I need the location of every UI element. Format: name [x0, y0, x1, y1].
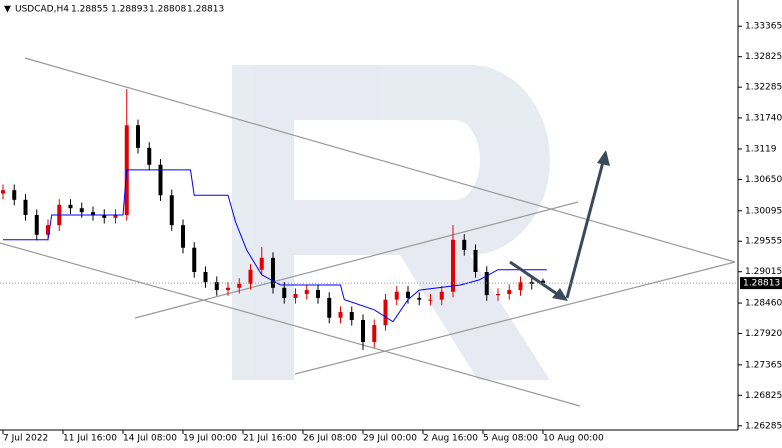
candle-body: [23, 199, 28, 215]
x-tick-label: 2 Aug 16:00: [423, 434, 478, 444]
candle-body: [327, 297, 332, 318]
candle-body: [282, 287, 287, 298]
symbol: USDCAD,H4: [15, 5, 69, 15]
candle-body: [34, 215, 39, 235]
y-tick-label: 1.30650: [745, 175, 782, 185]
candle-body: [136, 125, 140, 148]
ohlc-value: 1.28893: [111, 5, 148, 15]
x-tick-label: 10 Aug 00:00: [543, 434, 604, 444]
x-tick-label: 11 Jul 16:00: [63, 434, 117, 444]
candle-body: [496, 294, 500, 296]
y-tick-label: 1.33365: [745, 22, 782, 32]
candle-body: [169, 195, 174, 226]
y-tick-label: 1.32825: [745, 52, 782, 62]
candle-body: [394, 291, 399, 300]
x-tick-label: 14 Jul 08:00: [123, 434, 177, 444]
candle-body: [68, 204, 73, 209]
candle-body: [383, 299, 388, 326]
candle-body: [271, 257, 275, 288]
candle-body: [12, 190, 17, 200]
candle-body: [406, 291, 410, 298]
candle-body: [417, 297, 422, 300]
candle-body: [192, 247, 197, 272]
y-tick-label: 1.29555: [745, 237, 782, 247]
candle-body: [0, 190, 5, 194]
candle-body: [46, 225, 50, 235]
candle-body: [203, 271, 208, 283]
candle-body: [113, 215, 118, 218]
candle-body: [181, 225, 185, 248]
ohlc-value: 1.28855: [71, 5, 108, 15]
y-tick-label: 1.3119: [745, 144, 777, 154]
last-price-label: 1.28813: [743, 279, 780, 289]
y-tick-label: 1.30095: [745, 206, 782, 216]
y-tick-label: 1.27920: [745, 329, 782, 339]
y-tick-label: 1.32285: [745, 83, 782, 93]
candle-body: [226, 287, 230, 291]
candle-body: [507, 290, 512, 295]
y-tick-label: 1.29015: [745, 267, 782, 277]
y-tick-label: 1.26825: [745, 391, 782, 401]
ohlc-value: 1.28808: [149, 5, 186, 15]
candle-body: [428, 299, 433, 301]
ohlc-value: 1.28813: [187, 5, 224, 15]
x-tick-label: 29 Jul 00:00: [363, 434, 417, 444]
y-tick-label: 1.31740: [745, 113, 782, 123]
candle-body: [462, 239, 467, 250]
candle-body: [158, 164, 163, 196]
candle-body: [293, 294, 298, 298]
menu-icon[interactable]: ▼: [4, 5, 11, 15]
x-tick-label: 5 Aug 08:00: [483, 434, 538, 444]
candle-body: [304, 290, 309, 295]
indicator-line: [3, 169, 547, 323]
candle-body: [541, 280, 545, 284]
candle-body: [91, 212, 95, 215]
candle-body: [237, 283, 242, 288]
candle-body: [349, 312, 354, 320]
candle-body: [518, 282, 523, 291]
x-tick-label: 21 Jul 16:00: [243, 434, 297, 444]
x-tick-label: 7 Jul 2022: [3, 434, 48, 444]
candle-body: [147, 147, 152, 165]
forecast-arrows: [509, 150, 610, 301]
candle-body: [372, 325, 377, 342]
y-tick-label: 1.27365: [745, 360, 782, 370]
watermark: [232, 65, 550, 380]
last-price-box: [740, 277, 782, 290]
candle-body: [79, 208, 84, 213]
candle-body: [451, 239, 455, 292]
y-tick-label: 1.26285: [745, 421, 782, 431]
candle-body: [473, 249, 478, 272]
candle-body: [338, 312, 343, 318]
y-tick-label: 1.28460: [745, 299, 782, 309]
candle-body: [214, 282, 219, 291]
x-tick-label: 26 Jul 08:00: [303, 434, 357, 444]
x-tick-label: 19 Jul 00:00: [183, 434, 237, 444]
candle-body: [102, 215, 107, 218]
plot-area: [0, 89, 547, 350]
candle-body: [361, 319, 365, 342]
candle-body: [316, 290, 320, 298]
candle-body: [259, 257, 264, 270]
candle-body: [439, 291, 444, 300]
trend-lines: [0, 57, 736, 407]
candle-body: [248, 269, 253, 284]
